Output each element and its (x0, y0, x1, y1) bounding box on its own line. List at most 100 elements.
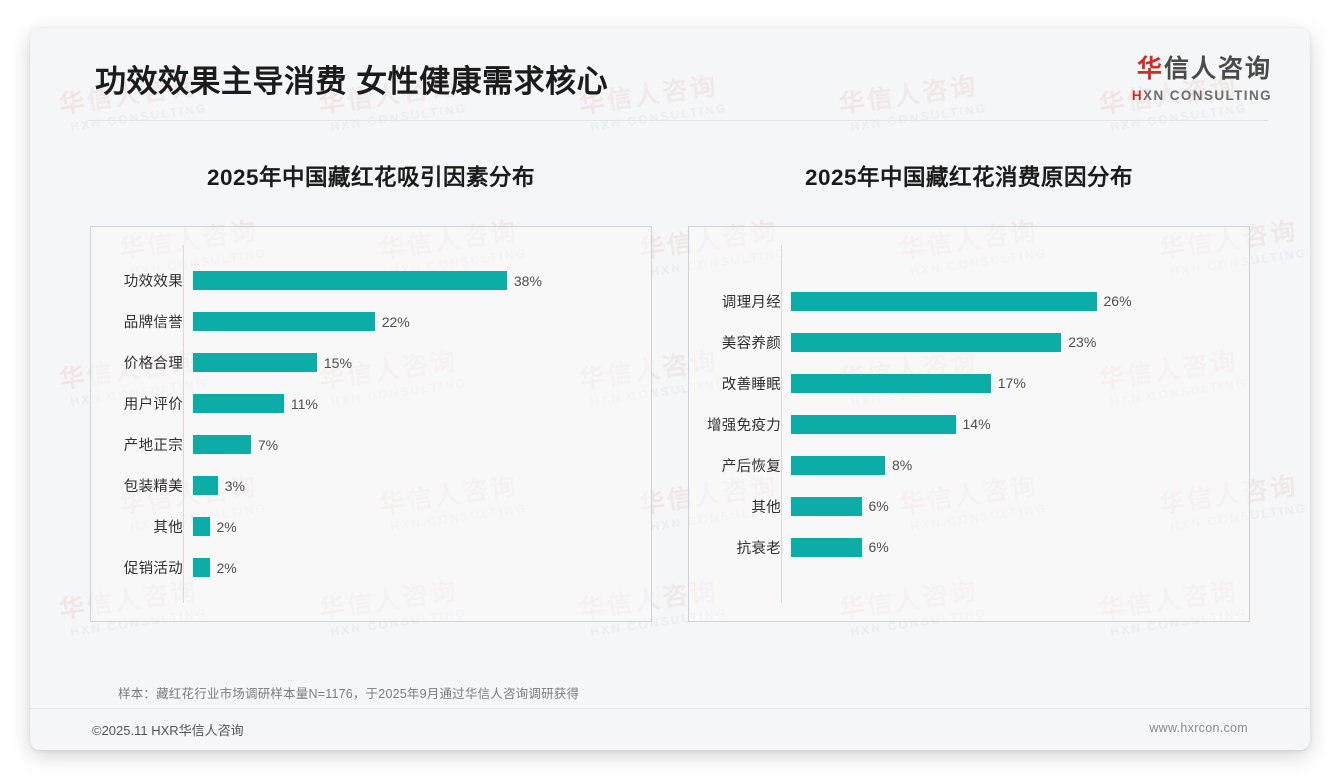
bar-row[interactable]: 其他 6% (689, 486, 1239, 527)
bar-value-label: 2% (216, 559, 237, 576)
bar-row[interactable]: 功效效果 38% (91, 260, 641, 301)
bar-value-label: 38% (513, 272, 542, 289)
bar[interactable] (193, 353, 317, 372)
bar-category-label: 包装精美 (123, 479, 183, 495)
bar-category-label: 其他 (751, 499, 781, 516)
bar-track: 3% (193, 476, 641, 495)
bar-row[interactable]: 包装精美 3% (91, 465, 641, 506)
bar-category-label: 促销活动 (123, 561, 183, 577)
bar-track: 8% (791, 455, 1239, 475)
bar-row[interactable]: 其他 2% (91, 506, 641, 547)
bar-category-label: 功效效果 (123, 274, 183, 290)
bar-category-label: 品牌信誉 (123, 315, 183, 331)
bar-track: 26% (791, 291, 1239, 311)
chart-plot-area-left: 功效效果 38% 品牌信誉 22% 价格合理 15% 用户评价 11% 产地正宗 7% 包装精美 3%… (90, 226, 652, 622)
page-title: 功效效果主导消费 女性健康需求核心 (95, 64, 609, 99)
header-divider (88, 120, 1268, 121)
bar[interactable] (791, 373, 991, 393)
bar-category-label: 其他 (153, 520, 183, 536)
bar-row[interactable]: 产后恢复 8% (689, 445, 1239, 486)
chart-axis-line (781, 245, 782, 603)
bar-value-label: 17% (997, 375, 1026, 391)
bar-value-label: 8% (892, 457, 913, 473)
bar[interactable] (791, 414, 956, 434)
bar-category-label: 改善睡眠 (721, 376, 781, 393)
footer-divider (30, 708, 1310, 709)
bar-track: 2% (193, 517, 641, 536)
bar-row[interactable]: 产地正宗 7% (91, 424, 641, 465)
bar[interactable] (193, 312, 375, 331)
bar-track: 7% (193, 435, 641, 454)
slide-card: 华信人咨询 HXN CONSULTING 华信人咨询 HXN CONSULTING 华信… (30, 28, 1310, 750)
bar-value-label: 22% (381, 313, 410, 330)
bar-category-label: 产后恢复 (721, 458, 781, 475)
chart-axis-line (183, 245, 184, 603)
bar-value-label: 6% (868, 498, 889, 514)
bar-track: 2% (193, 558, 641, 577)
bar-chart-left: 功效效果 38% 品牌信誉 22% 价格合理 15% 用户评价 11% 产地正宗 7% 包装精美 3%… (91, 227, 651, 621)
sample-footnote: 样本：藏红花行业市场调研样本量N=1176，于2025年9月通过华信人咨询调研获… (118, 687, 580, 701)
bar-track: 22% (193, 312, 641, 331)
bar-value-label: 23% (1068, 334, 1097, 350)
bar-row[interactable]: 美容养颜 23% (689, 322, 1239, 363)
bar-track: 23% (791, 332, 1239, 352)
bar-category-label: 调理月经 (721, 294, 781, 311)
chart-plot-area-right: 调理月经 26% 美容养颜 23% 改善睡眠 17% 增强免疫力 14% 产后恢复 8% 其他 6% 抗… (688, 226, 1250, 622)
bar-value-label: 14% (962, 416, 991, 432)
slide-header: 功效效果主导消费 女性健康需求核心 华信人咨询 HXN CONSULTING (30, 28, 1310, 124)
charts-container: 2025年中国藏红花吸引因素分布 功效效果 38% 品牌信誉 22% 价格合理 15% 用户… (30, 158, 1310, 678)
chart-title-right: 2025年中国藏红花消费原因分布 (804, 165, 1134, 190)
bar-category-label: 增强免疫力 (707, 417, 781, 434)
bar-value-label: 15% (323, 354, 352, 371)
bar[interactable] (193, 476, 218, 495)
bar-value-label: 11% (290, 395, 318, 412)
bar[interactable] (791, 496, 862, 516)
bar-track: 17% (791, 373, 1239, 393)
brand-logo-en-rest: XN CONSULTING (1143, 87, 1272, 103)
bar-chart-right: 调理月经 26% 美容养颜 23% 改善睡眠 17% 增强免疫力 14% 产后恢复 8% 其他 6% 抗… (689, 227, 1249, 621)
bar-category-label: 美容养颜 (721, 335, 781, 352)
bar-track: 38% (193, 271, 641, 290)
bar-track: 6% (791, 496, 1239, 516)
bar[interactable] (791, 537, 862, 557)
slide-footer: ©2025.11 HXR华信人咨询 www.hxrcon.com (30, 709, 1310, 750)
chart-panel-attraction-factors: 2025年中国藏红花吸引因素分布 功效效果 38% 品牌信誉 22% 价格合理 15% 用户… (30, 158, 680, 678)
bar-row[interactable]: 改善睡眠 17% (689, 363, 1239, 404)
bar-row[interactable]: 调理月经 26% (689, 281, 1239, 322)
chart-panel-consumption-reasons: 2025年中国藏红花消费原因分布 调理月经 26% 美容养颜 23% 改善睡眠 17% 增强… (680, 158, 1310, 678)
bar-row[interactable]: 品牌信誉 22% (91, 301, 641, 342)
brand-logo: 华信人咨询 HXN CONSULTING (1132, 55, 1272, 103)
website-url: www.hxrcon.com (1149, 721, 1248, 735)
bar-row[interactable]: 抗衰老 6% (689, 527, 1239, 568)
bar[interactable] (791, 455, 885, 475)
bar[interactable] (193, 271, 507, 290)
bar-track: 15% (193, 353, 641, 372)
bar[interactable] (193, 435, 251, 454)
brand-logo-cn-accent: 华 (1136, 55, 1164, 83)
bar-row[interactable]: 价格合理 15% (91, 342, 641, 383)
chart-title-left: 2025年中国藏红花吸引因素分布 (206, 165, 536, 190)
bar-track: 6% (791, 537, 1239, 557)
bar-value-label: 6% (868, 539, 889, 555)
bar-category-label: 产地正宗 (123, 438, 183, 454)
bar-track: 11% (193, 394, 641, 413)
bar[interactable] (791, 332, 1062, 352)
bar-track: 14% (791, 414, 1239, 434)
brand-logo-en: HXN CONSULTING (1132, 88, 1272, 103)
bar-value-label: 2% (216, 518, 237, 535)
bar[interactable] (193, 517, 210, 536)
brand-logo-cn-rest: 信人咨询 (1163, 55, 1272, 83)
bar-row[interactable]: 增强免疫力 14% (689, 404, 1239, 445)
bar[interactable] (193, 394, 284, 413)
bar-row[interactable]: 用户评价 11% (91, 383, 641, 424)
bar-value-label: 3% (224, 477, 245, 494)
bar-category-label: 用户评价 (123, 397, 183, 413)
bar-value-label: 7% (257, 436, 279, 453)
brand-logo-en-accent: H (1131, 87, 1144, 103)
bar-row[interactable]: 促销活动 2% (91, 547, 641, 588)
brand-logo-cn: 华信人咨询 (1132, 55, 1272, 84)
bar-value-label: 26% (1103, 293, 1132, 309)
bar[interactable] (193, 558, 210, 577)
bar[interactable] (791, 291, 1097, 311)
bar-category-label: 价格合理 (123, 356, 183, 372)
